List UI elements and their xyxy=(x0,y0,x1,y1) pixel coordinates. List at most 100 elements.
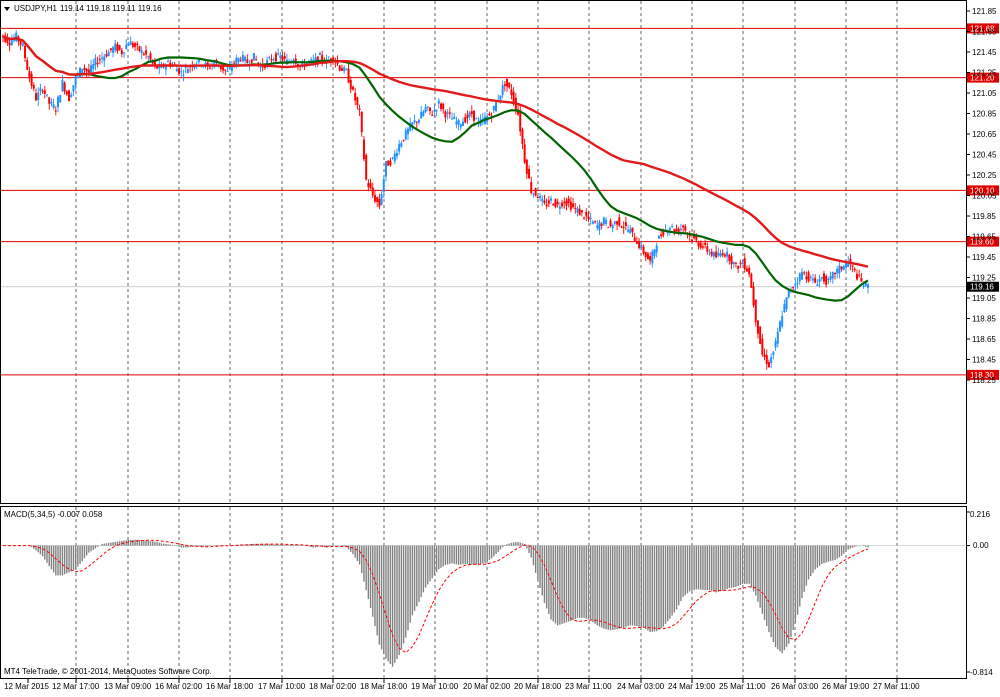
candle xyxy=(239,56,242,62)
candle xyxy=(268,55,271,60)
level-badge xyxy=(967,236,999,247)
price-tick-label: 119.45 xyxy=(972,253,996,262)
candle xyxy=(829,271,832,283)
candle xyxy=(635,236,638,244)
candle xyxy=(627,224,630,234)
candle xyxy=(400,140,403,149)
horizontal-levels[interactable]: 121.68 121.20 120.10 119.60 118.30 119.16 xyxy=(1,23,999,380)
candle xyxy=(569,196,572,213)
candle xyxy=(140,46,143,60)
candle xyxy=(818,274,821,288)
candle xyxy=(682,224,685,234)
candle xyxy=(624,216,627,231)
level-line-120-10[interactable]: 120.10 xyxy=(1,185,999,196)
candle xyxy=(506,78,509,92)
triangle-down-icon[interactable] xyxy=(4,7,10,11)
price-tick-label: 121.05 xyxy=(972,89,997,98)
candle xyxy=(107,49,110,57)
candle xyxy=(530,176,533,195)
candle xyxy=(809,274,812,282)
level-line-121-68[interactable]: 121.68 xyxy=(1,23,999,34)
candle xyxy=(35,88,38,102)
level-badge-label: 121.68 xyxy=(970,24,995,33)
candle xyxy=(57,95,60,113)
candle xyxy=(860,272,863,283)
candle xyxy=(442,102,445,114)
candle xyxy=(589,213,592,225)
current-price-label: 119.16 xyxy=(970,283,994,292)
candle xyxy=(737,265,740,274)
candle xyxy=(501,80,504,99)
price-tick-label: 121.45 xyxy=(972,48,997,57)
candle xyxy=(219,66,222,72)
candle xyxy=(743,253,746,273)
candle xyxy=(182,69,185,82)
candle xyxy=(398,139,401,155)
candle xyxy=(283,51,286,63)
candle xyxy=(384,161,387,182)
candle xyxy=(15,29,18,43)
symbol-label: USDJPY,H1 xyxy=(14,4,58,13)
level-line-118-30[interactable]: 118.30 xyxy=(1,369,999,380)
candle xyxy=(783,299,786,313)
candle xyxy=(622,221,625,234)
candle xyxy=(380,191,383,206)
candle xyxy=(787,290,790,299)
candle xyxy=(43,85,46,99)
level-line-119-60[interactable]: 119.60 xyxy=(1,236,999,247)
candle xyxy=(726,247,729,263)
candle xyxy=(774,337,777,351)
candle xyxy=(765,349,768,370)
price-tick-label: 118.65 xyxy=(972,335,996,344)
candle xyxy=(39,83,42,96)
ohlc-label: 119.14 119.18 119.11 119.16 xyxy=(60,4,162,13)
candle xyxy=(435,109,438,117)
candle xyxy=(646,251,649,260)
candle xyxy=(842,264,845,271)
candle xyxy=(820,276,823,282)
candle xyxy=(351,85,354,91)
candle xyxy=(138,45,141,53)
candle xyxy=(277,48,280,56)
candle xyxy=(756,320,759,339)
candle xyxy=(360,110,363,137)
candle xyxy=(728,254,731,265)
candle xyxy=(250,59,253,64)
candle xyxy=(72,85,75,97)
candle xyxy=(101,52,104,64)
candle xyxy=(616,220,619,230)
candle xyxy=(433,104,436,117)
candle xyxy=(620,225,623,229)
price-tick-label: 120.65 xyxy=(972,130,997,139)
candle xyxy=(715,245,718,259)
candle xyxy=(701,242,704,250)
candle xyxy=(426,105,429,112)
time-tick-label: 20 Mar 18:00 xyxy=(514,682,562,691)
candle xyxy=(270,54,273,63)
candle xyxy=(578,204,581,216)
candle xyxy=(699,240,702,250)
candle xyxy=(805,271,808,284)
candle xyxy=(657,235,660,239)
candle xyxy=(252,52,255,61)
candle xyxy=(391,156,394,160)
candle xyxy=(420,105,423,119)
candle xyxy=(567,195,570,208)
candle xyxy=(653,249,656,259)
level-badge xyxy=(967,369,999,380)
candle xyxy=(455,116,458,129)
candle xyxy=(470,105,473,118)
candle xyxy=(147,55,150,62)
candle xyxy=(602,216,605,227)
candle xyxy=(521,127,524,150)
level-line-121-20[interactable]: 121.20 xyxy=(1,72,999,83)
candle xyxy=(576,206,579,217)
candle xyxy=(413,114,416,125)
candle xyxy=(112,45,115,58)
candle xyxy=(816,279,819,287)
candle xyxy=(750,272,753,289)
candle xyxy=(503,81,506,92)
level-badge xyxy=(967,23,999,34)
